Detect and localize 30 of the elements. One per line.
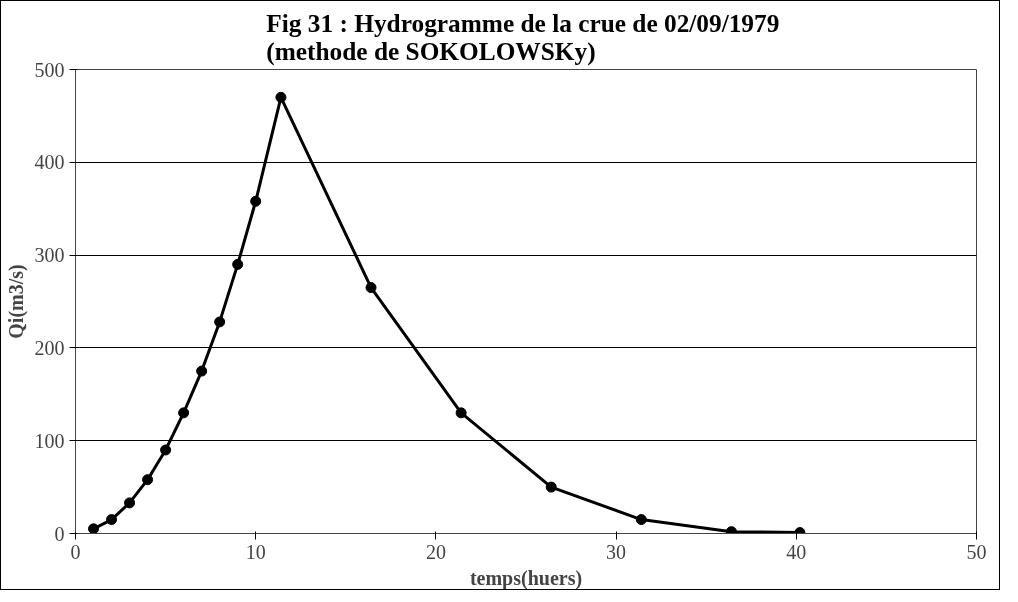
point (106, 514, 118, 526)
point (124, 497, 136, 509)
point (196, 365, 208, 377)
point (160, 444, 172, 456)
x-tick-label: 50 (966, 540, 987, 563)
y-tick-label: 500 (34, 58, 65, 81)
y-axis-title: Qi(m3/s) (4, 264, 28, 339)
point (232, 258, 244, 270)
point (88, 523, 100, 534)
x-axis-title: temps(huers) (469, 566, 583, 590)
x-tick-label: 30 (606, 540, 627, 563)
point (455, 407, 467, 419)
y-tick-label: 200 (34, 336, 65, 359)
y-tick-label: 100 (34, 429, 65, 452)
point (142, 474, 154, 486)
x-tick-label: 40 (786, 540, 807, 563)
point (365, 282, 377, 294)
point (250, 195, 262, 207)
x-tick-label: 0 (70, 540, 81, 563)
point (214, 316, 226, 328)
point (275, 91, 287, 103)
y-tick-label: 300 (34, 244, 65, 267)
point (545, 481, 557, 493)
x-tick-label: 20 (425, 540, 446, 563)
point (178, 407, 190, 419)
chart-title: Fig 31 : Hydrogramme de la crue de 02/09/1979 (methode de SOKOLOWSKy) (266, 8, 780, 66)
y-tick-label: 0 (54, 522, 65, 545)
point (635, 514, 647, 526)
x-tick-label: 10 (245, 540, 266, 563)
y-tick-label: 400 (34, 151, 65, 174)
